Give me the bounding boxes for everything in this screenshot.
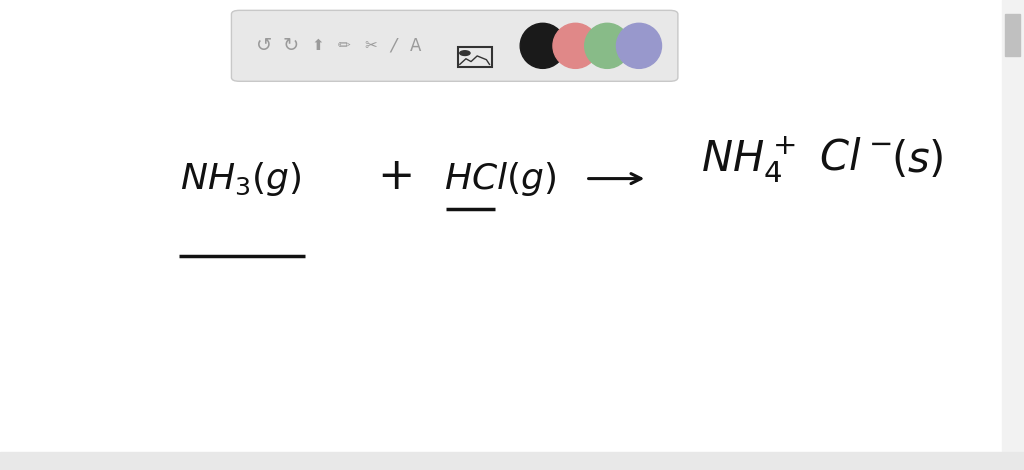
Text: /: / xyxy=(390,37,396,55)
Text: $\it{NH}_4^+$: $\it{NH}_4^+$ xyxy=(701,134,796,185)
Text: ⬆: ⬆ xyxy=(311,39,324,53)
Ellipse shape xyxy=(520,24,565,68)
Bar xyxy=(1002,0,1024,470)
Text: ↺: ↺ xyxy=(256,36,272,55)
Text: ↻: ↻ xyxy=(283,36,299,55)
Text: $\it{(s)}$: $\it{(s)}$ xyxy=(891,139,943,181)
Bar xyxy=(0,452,1024,470)
Ellipse shape xyxy=(616,24,662,68)
Bar xyxy=(1005,14,1020,56)
Text: A: A xyxy=(410,37,422,55)
FancyBboxPatch shape xyxy=(231,10,678,81)
Bar xyxy=(458,47,492,67)
Text: $\it{Cl}^-$: $\it{Cl}^-$ xyxy=(819,141,892,179)
Text: ✂: ✂ xyxy=(365,39,377,53)
Circle shape xyxy=(460,51,470,55)
Text: $\it{NH}_3\it{(g)}$: $\it{NH}_3\it{(g)}$ xyxy=(180,160,301,197)
Text: $+$: $+$ xyxy=(377,159,412,198)
Ellipse shape xyxy=(553,24,598,68)
Text: ✏: ✏ xyxy=(338,39,350,53)
Ellipse shape xyxy=(585,24,630,68)
Text: $\it{HCl(g)}$: $\it{HCl(g)}$ xyxy=(443,160,556,197)
